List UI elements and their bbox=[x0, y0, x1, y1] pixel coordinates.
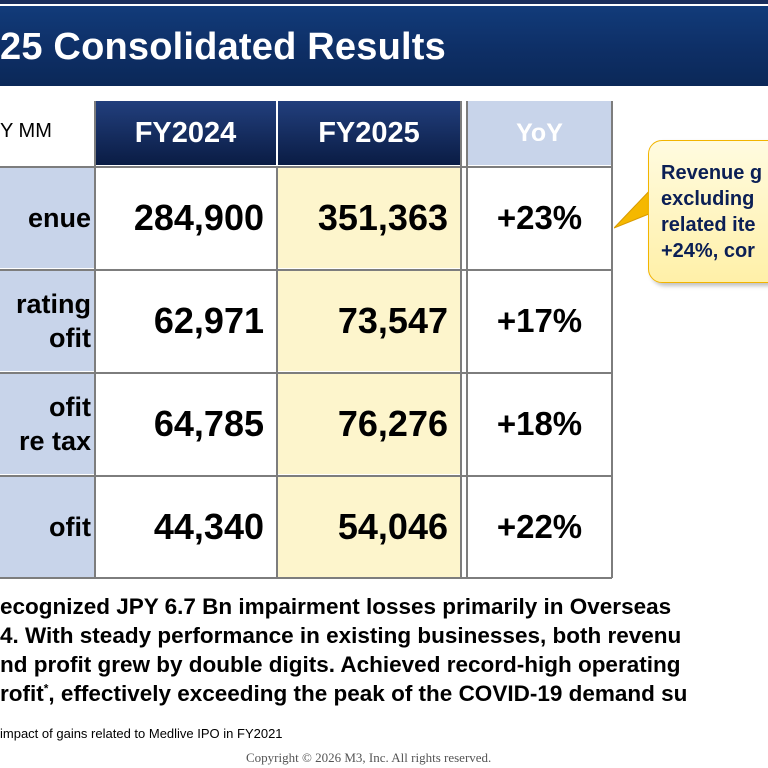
row-label-line: enue bbox=[27, 202, 91, 233]
cell-profit-before-tax-fy2025: 76,276 bbox=[278, 373, 460, 474]
table-divider bbox=[276, 166, 278, 578]
callout-line: +24%, cor bbox=[661, 240, 755, 262]
row-label-line: rating bbox=[15, 288, 91, 319]
copyright: Copyright © 2026 M3, Inc. All rights res… bbox=[246, 750, 492, 765]
summary-text: ecognized JPY 6.7 Bn impairment losses p… bbox=[0, 592, 687, 708]
cell-operating-profit-fy2025: 73,547 bbox=[278, 270, 460, 371]
callout-pointer bbox=[614, 185, 654, 229]
cell-profit-before-tax-yoy: +18% bbox=[467, 373, 612, 474]
row-label-revenue: enue bbox=[0, 167, 94, 268]
page-title: 25 Consolidated Results bbox=[0, 26, 446, 68]
table-divider bbox=[0, 372, 612, 374]
footnote-marker: * bbox=[43, 681, 49, 696]
callout-box bbox=[648, 140, 768, 283]
top-accent-line bbox=[0, 0, 768, 4]
cell-profit-fy2024: 44,340 bbox=[95, 476, 276, 577]
summary-line: ecognized JPY 6.7 Bn impairment losses p… bbox=[0, 594, 672, 619]
cell-profit-yoy: +22% bbox=[467, 476, 612, 577]
callout-line: related ite bbox=[661, 214, 756, 236]
column-header-fy2025: FY2025 bbox=[278, 101, 460, 165]
row-label-profit-before-tax: ofit re tax bbox=[0, 373, 94, 474]
summary-line-start: rofit bbox=[0, 681, 44, 706]
row-label-operating-profit: rating ofit bbox=[0, 270, 94, 371]
summary-line: nd profit grew by double digits. Achieve… bbox=[0, 652, 681, 677]
row-label-profit: ofit bbox=[0, 476, 94, 577]
callout-line: excluding bbox=[661, 188, 755, 210]
row-label-line: ofit bbox=[49, 322, 91, 353]
table-divider bbox=[0, 269, 612, 271]
callout-line: Revenue g bbox=[661, 162, 763, 184]
table-divider bbox=[94, 101, 96, 578]
cell-revenue-yoy: +23% bbox=[467, 167, 612, 268]
table-divider bbox=[0, 166, 612, 168]
column-header-fy2024: FY2024 bbox=[95, 101, 276, 165]
cell-operating-profit-yoy: +17% bbox=[467, 270, 612, 371]
summary-line-end: , effectively exceeding the peak of the … bbox=[48, 681, 688, 706]
table-divider bbox=[0, 475, 612, 477]
row-label-line: ofit bbox=[49, 391, 91, 422]
footnote: impact of gains related to Medlive IPO i… bbox=[0, 726, 283, 741]
row-label-line: re tax bbox=[18, 425, 91, 456]
cell-revenue-fy2025: 351,363 bbox=[278, 167, 460, 268]
summary-line: 4. With steady performance in existing b… bbox=[0, 623, 682, 648]
table-divider bbox=[460, 101, 462, 578]
summary-line: rofit*, effectively exceeding the peak o… bbox=[0, 679, 687, 708]
unit-label: Y MM bbox=[0, 120, 52, 142]
cell-operating-profit-fy2024: 62,971 bbox=[95, 270, 276, 371]
table-divider bbox=[611, 101, 613, 578]
table-divider bbox=[466, 101, 468, 578]
cell-profit-fy2025: 54,046 bbox=[278, 476, 460, 577]
row-label-line: ofit bbox=[49, 511, 91, 542]
column-header-yoy: YoY bbox=[467, 101, 612, 165]
callout-text: Revenue g excluding related ite +24%, co… bbox=[661, 160, 762, 264]
title-bar: 25 Consolidated Results bbox=[0, 6, 768, 86]
table-divider bbox=[0, 577, 612, 579]
cell-revenue-fy2024: 284,900 bbox=[95, 167, 276, 268]
cell-profit-before-tax-fy2024: 64,785 bbox=[95, 373, 276, 474]
